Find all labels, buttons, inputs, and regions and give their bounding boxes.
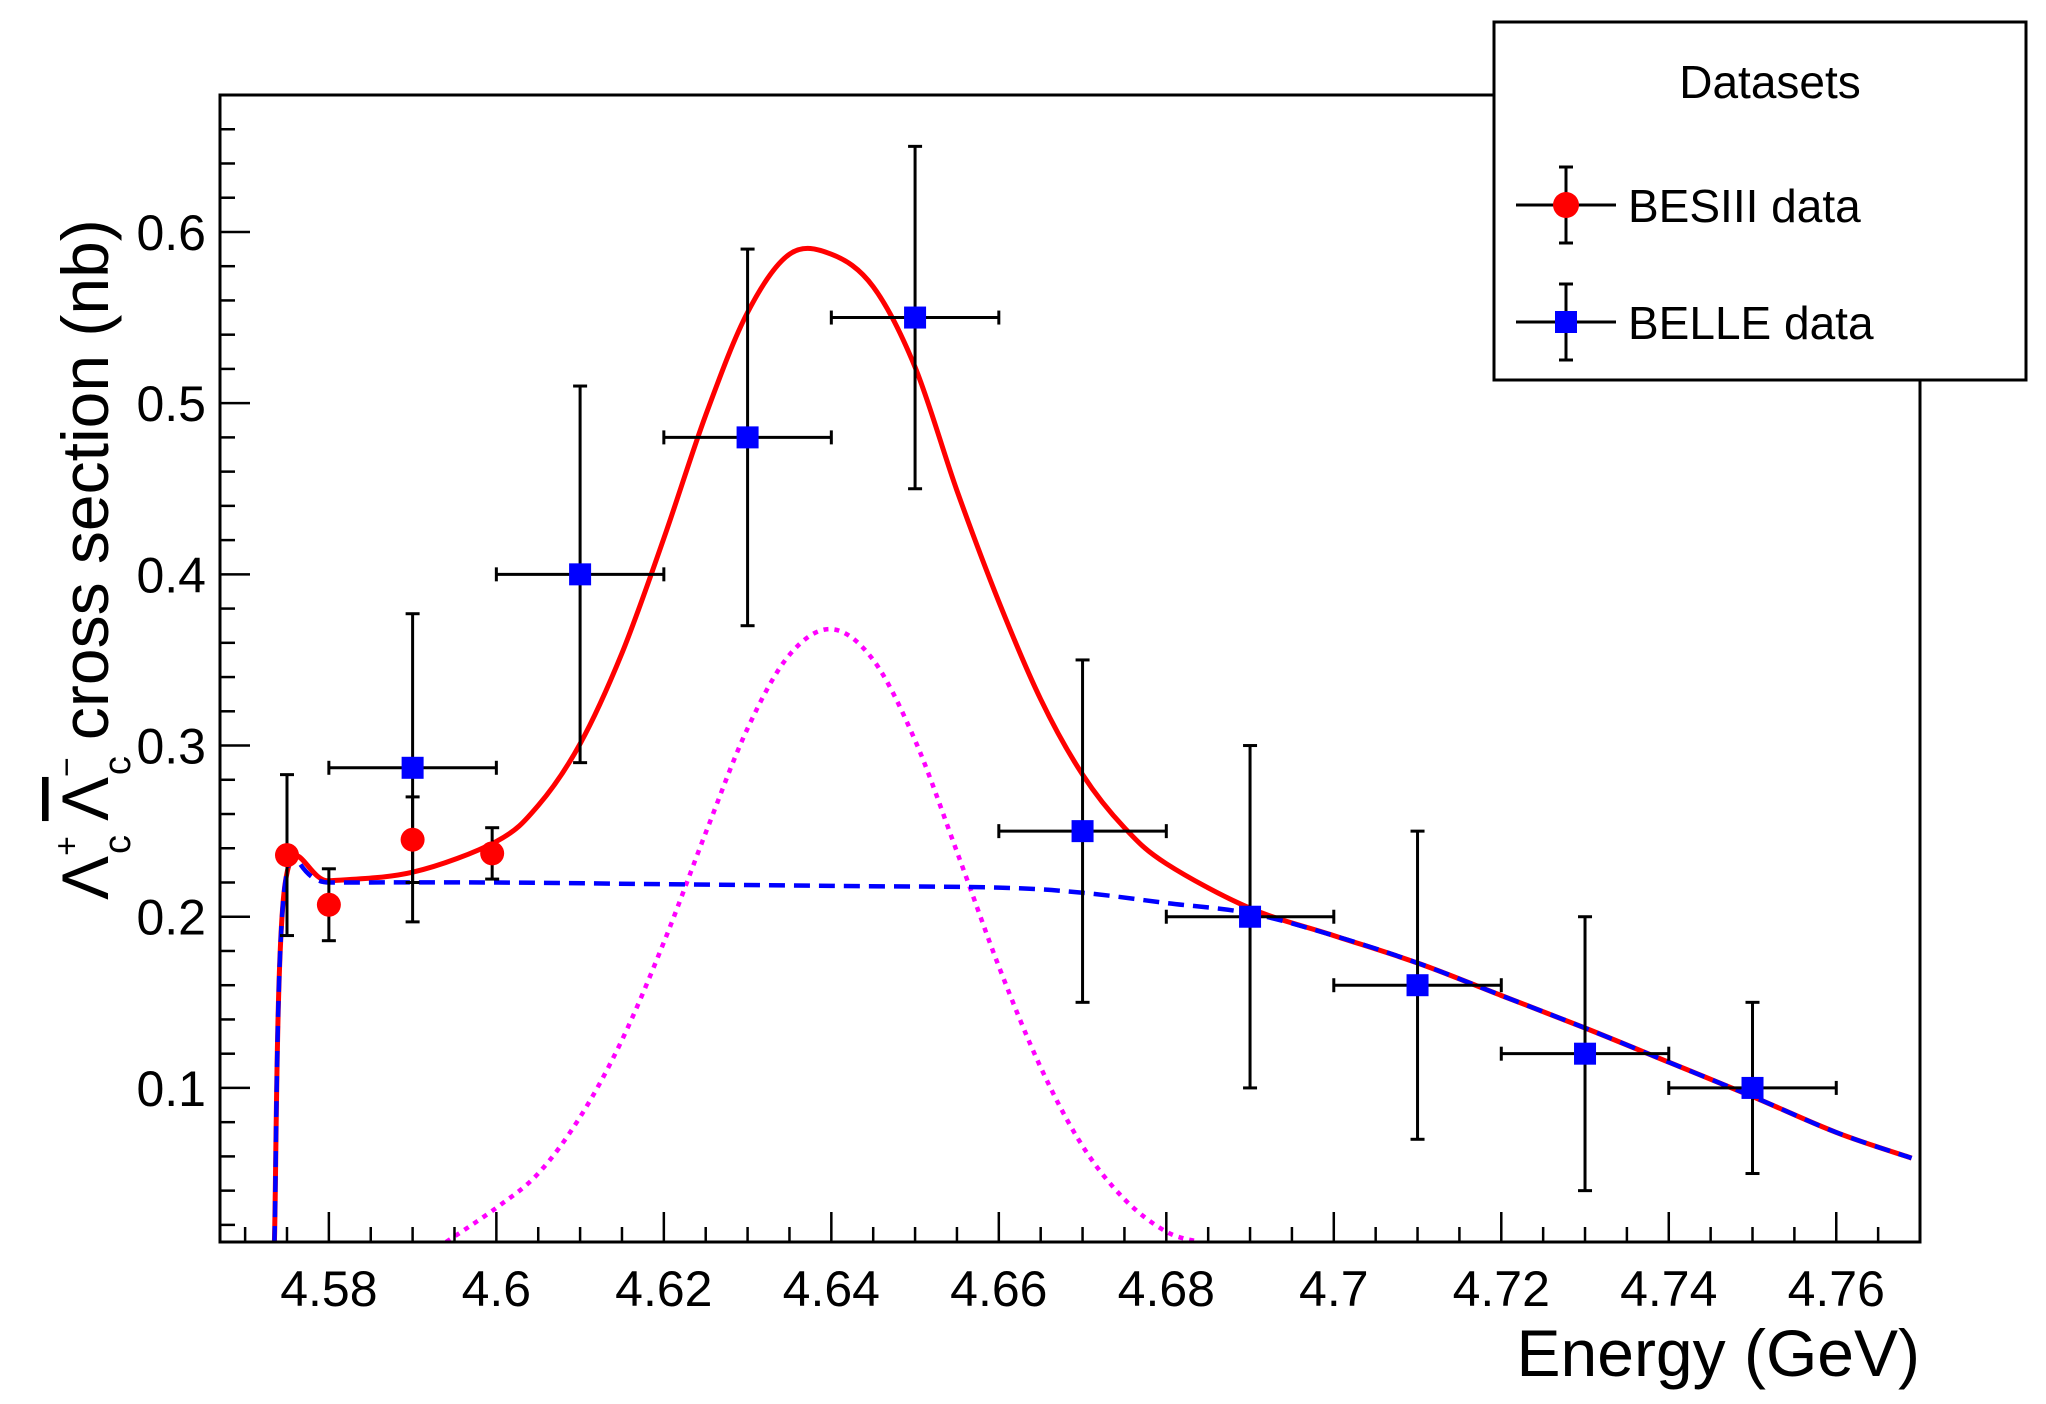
y-axis-title: Λ+ cΛ− ccross section (nb) — [48, 219, 139, 900]
y-title-lambda-bar: Λ — [48, 777, 122, 821]
data-markers — [274, 306, 1764, 1099]
legend-entry-besiii: BESIII data — [1516, 165, 1861, 245]
axes: 4.58 4.6 4.62 4.64 4.66 4.68 4.7 4.72 4.74 4.76 0.… — [136, 93, 1922, 1317]
legend-belle-label: BELLE data — [1628, 297, 1874, 349]
legend-besiii-label: BESIII data — [1628, 180, 1861, 232]
x-tick-label: 4.64 — [783, 1261, 880, 1317]
x-tick-label: 4.74 — [1620, 1261, 1717, 1317]
legend-entry-belle: BELLE data — [1516, 282, 1874, 362]
besiii-point — [400, 827, 425, 852]
y-tick-label: 0.1 — [136, 1061, 206, 1117]
y-title-plus: + — [48, 836, 86, 856]
x-tick-label: 4.72 — [1453, 1261, 1550, 1317]
belle-point — [736, 426, 759, 449]
belle-point — [1406, 974, 1429, 997]
belle-point — [569, 563, 592, 586]
belle-point — [1741, 1076, 1764, 1099]
y-tick-label: 0.2 — [136, 890, 206, 946]
besiii-point — [480, 841, 505, 866]
x-tick-label: 4.62 — [615, 1261, 712, 1317]
legend-besiii-marker — [1553, 192, 1579, 218]
legend-belle-marker — [1555, 311, 1577, 333]
y-title-lambda: Λ — [48, 856, 122, 900]
fit-curves — [271, 246, 1913, 1242]
y-title-sub-2: c — [97, 756, 139, 775]
belle-point — [1239, 905, 1262, 928]
y-tick-label: 0.6 — [136, 205, 206, 261]
x-tick-label: 4.6 — [462, 1261, 532, 1317]
curve-background-fit — [272, 853, 1913, 1242]
legend-title: Datasets — [1679, 56, 1861, 108]
belle-point — [1071, 820, 1094, 843]
y-tick-label: 0.4 — [136, 547, 206, 603]
besiii-point — [316, 892, 341, 917]
x-tick-label: 4.58 — [280, 1261, 377, 1317]
belle-point — [1574, 1042, 1597, 1065]
x-tick-label: 4.68 — [1118, 1261, 1215, 1317]
belle-point — [401, 756, 424, 779]
curve-total-fit — [271, 246, 1913, 1242]
x-tick-label: 4.76 — [1788, 1261, 1885, 1317]
belle-point — [904, 306, 927, 329]
y-title-sub-1: c — [97, 835, 139, 854]
x-tick-label: 4.66 — [950, 1261, 1047, 1317]
y-title-rest: cross section (nb) — [48, 219, 122, 740]
y-tick-label: 0.3 — [136, 719, 206, 775]
x-axis-title: Energy (GeV) — [1517, 1316, 1920, 1390]
legend-box — [1492, 20, 2028, 382]
y-tick-label: 0.5 — [136, 376, 206, 432]
y-title-minus: − — [48, 757, 86, 777]
svg-text:Λ+cΛ−ccross section (nb): Λ+ cΛ− ccross section (nb) — [48, 219, 139, 900]
x-tick-label: 4.7 — [1299, 1261, 1369, 1317]
besiii-point — [274, 843, 299, 868]
plot-frame — [218, 93, 1922, 1244]
legend: Datasets BESIII data BELLE data — [1492, 20, 2028, 382]
